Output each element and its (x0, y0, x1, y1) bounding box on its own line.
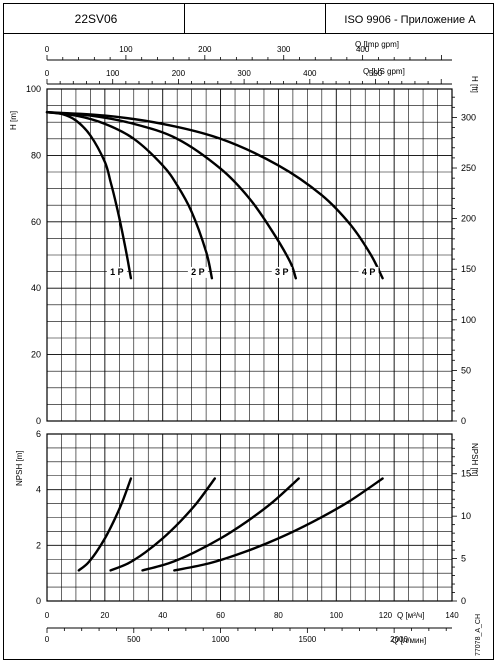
npsh-ft-tick-label: 10 (461, 511, 471, 521)
npsh-y-tick-label: 6 (36, 429, 41, 439)
h-ft-tick-label: 0 (461, 416, 466, 426)
head-curve-1p (45, 111, 133, 280)
curve-label-bg (187, 266, 208, 278)
npsh-y-tick-label: 2 (36, 540, 41, 550)
us-gpm-tick-label: 300 (237, 69, 251, 78)
us-gpm-tick-label: 400 (303, 69, 317, 78)
npsh-panel-frame (46, 433, 453, 602)
npsh-ft-axis-label: NPSH [ft] (470, 443, 479, 476)
q-m3h-tick-label: 80 (274, 611, 283, 620)
head-y-tick-label: 0 (36, 416, 41, 426)
q-m3h-tick-label: 60 (216, 611, 225, 620)
npsh-curve-2p (109, 477, 216, 572)
head-curve-4p (45, 111, 384, 280)
l-min-tick-label: 500 (127, 635, 141, 644)
header-standard: ISO 9906 - Приложение A (344, 14, 476, 26)
head-curve-label-3p: 3 P (275, 267, 289, 277)
us-gpm-tick-label: 500 (369, 69, 383, 78)
us-gpm-tick-label: 0 (45, 69, 50, 78)
head-curve-label-2p: 2 P (191, 267, 205, 277)
npsh-curve-1p (77, 477, 133, 572)
h-ft-tick-label: 250 (461, 163, 476, 173)
q-m3h-axis-label: Q [м³/ч] (397, 611, 424, 620)
q-m3h-tick-label: 120 (379, 611, 393, 620)
curve-label-bg (358, 266, 379, 278)
imp-gpm-tick-label: 0 (45, 45, 50, 54)
q-m3h-tick-label: 20 (100, 611, 109, 620)
q-imp-axis-label: Q [Imp gpm] (355, 40, 399, 49)
q-m3h-tick-label: 0 (45, 611, 50, 620)
curves-layer: 1 P 2 P 3 P 4 P (45, 111, 384, 572)
npsh-ft-tick-label: 15 (461, 469, 471, 479)
q-m3h-tick-label: 140 (445, 611, 459, 620)
q-m3h-tick-label: 100 (330, 611, 344, 620)
imp-gpm-tick-label: 200 (198, 45, 212, 54)
head-y-tick-label: 20 (31, 350, 41, 360)
npsh-ft-tick-label: 5 (461, 554, 466, 564)
npsh-curve-3p (141, 477, 300, 572)
head-curve-3p (45, 111, 297, 280)
q-m3h-tick-label: 40 (158, 611, 167, 620)
npsh-m-axis-label: NPSH [m] (15, 450, 24, 486)
h-ft-axis-label: H [ft] (470, 76, 479, 93)
h-ft-tick-label: 100 (461, 315, 476, 325)
grid-layer (46, 55, 457, 633)
outer-frame (3, 3, 494, 660)
npsh-y-tick-label: 0 (36, 596, 41, 606)
curve-label-bg (106, 266, 127, 278)
npsh-ft-tick-label: 0 (461, 596, 466, 606)
curve-label-bg (271, 266, 292, 278)
npsh-y-tick-label: 4 (36, 485, 41, 495)
l-min-tick-label: 0 (45, 635, 50, 644)
h-ft-tick-label: 50 (461, 365, 471, 375)
l-min-tick-label: 1500 (298, 635, 316, 644)
head-y-tick-label: 40 (31, 283, 41, 293)
header-model: 22SV06 (75, 12, 118, 26)
head-panel-frame (46, 88, 453, 422)
us-gpm-tick-label: 200 (172, 69, 186, 78)
imp-gpm-tick-label: 100 (119, 45, 133, 54)
head-curve-label-4p: 4 P (362, 267, 376, 277)
h-ft-tick-label: 300 (461, 112, 476, 122)
npsh-curve-4p (173, 477, 384, 572)
imp-gpm-tick-label: 400 (356, 45, 370, 54)
h-m-axis-label: H [m] (9, 111, 18, 130)
q-lmin-axis-label: Q [л/мин] (392, 636, 426, 645)
head-curve-2p (45, 111, 214, 280)
h-ft-tick-label: 150 (461, 264, 476, 274)
head-y-tick-label: 100 (26, 84, 41, 94)
head-curve-label-1p: 1 P (110, 267, 124, 277)
q-us-axis-label: Q [US gpm] (363, 67, 405, 76)
footer-code: 77078_A_CH (475, 614, 482, 656)
l-min-tick-label: 2000 (390, 635, 408, 644)
head-y-tick-label: 80 (31, 150, 41, 160)
imp-gpm-tick-label: 300 (277, 45, 291, 54)
head-y-tick-label: 60 (31, 217, 41, 227)
h-ft-tick-label: 200 (461, 214, 476, 224)
l-min-tick-label: 1000 (212, 635, 230, 644)
us-gpm-tick-label: 100 (106, 69, 120, 78)
